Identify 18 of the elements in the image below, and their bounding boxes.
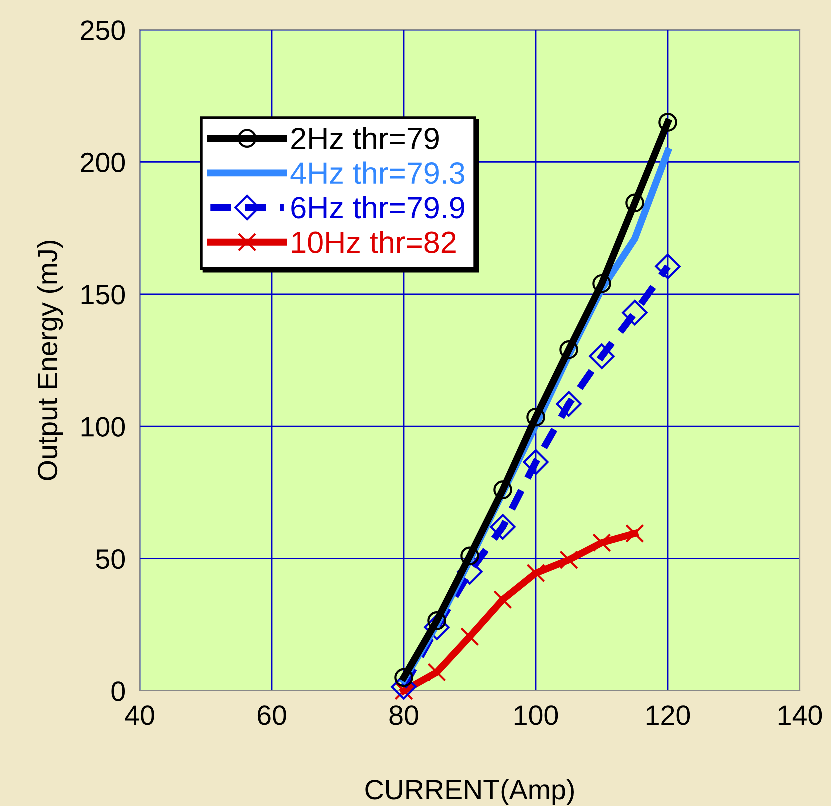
x-axis-title: CURRENT(Amp) bbox=[366, 779, 574, 806]
legend-label: 10Hz thr=82 bbox=[292, 230, 456, 254]
y-tick-label: 150 bbox=[82, 285, 126, 305]
x-tick-label: 40 bbox=[125, 706, 154, 726]
y-tick-label: 0 bbox=[112, 682, 126, 702]
legend-label: 6Hz thr=79.9 bbox=[292, 196, 464, 219]
x-tick-label: 60 bbox=[258, 706, 286, 726]
x-tick-label: 140 bbox=[778, 706, 822, 726]
legend-label: 2Hz thr=79 bbox=[292, 127, 439, 150]
y-tick-label: 100 bbox=[82, 417, 126, 437]
y-tick-label: 200 bbox=[81, 152, 126, 173]
legend-label: 4Hz thr=79.3 bbox=[290, 162, 465, 184]
y-tick-label: 50 bbox=[96, 549, 126, 570]
y-axis-title: Output Energy (mJ) bbox=[37, 241, 64, 480]
x-tick-label: 100 bbox=[514, 706, 558, 726]
x-tick-label: 120 bbox=[646, 706, 690, 726]
y-tick-label: 250 bbox=[81, 20, 126, 40]
x-tick-label: 80 bbox=[390, 706, 418, 726]
